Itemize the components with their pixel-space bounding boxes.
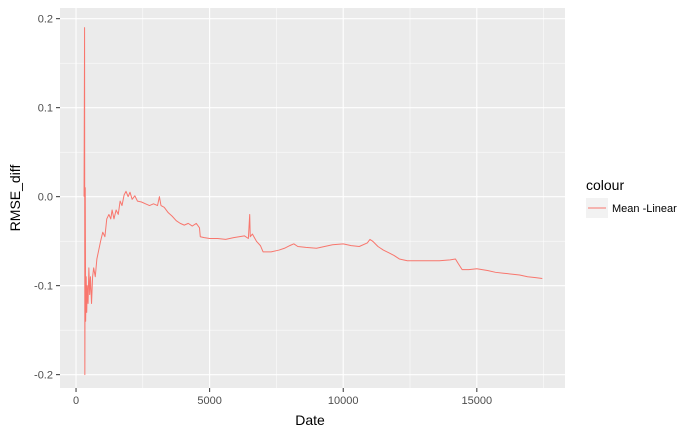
- legend: colour Mean -Linear: [586, 177, 677, 218]
- x-tick-label: 15000: [462, 395, 493, 407]
- y-tick-label: 0.1: [38, 103, 53, 115]
- x-tick-label: 0: [73, 395, 79, 407]
- major-gridlines: [60, 8, 565, 388]
- x-tick-label: 5000: [197, 395, 221, 407]
- y-axis: -0.2 -0.1 0.0 0.1 0.2: [34, 14, 60, 382]
- legend-label: Mean -Linear: [612, 203, 677, 215]
- y-tick-label: -0.1: [34, 281, 53, 293]
- plot-panel: [60, 8, 565, 388]
- series-line-mean-linear: [83, 27, 543, 376]
- minor-gridlines: [60, 8, 565, 388]
- y-tick-label: 0.2: [38, 14, 53, 26]
- x-axis-title: Date: [295, 412, 325, 428]
- series-layer: [83, 27, 543, 376]
- y-tick-label: 0.0: [38, 192, 53, 204]
- x-axis: 0 5000 10000 15000: [73, 388, 492, 407]
- y-axis-title: RMSE_diff: [7, 165, 23, 232]
- legend-title: colour: [586, 177, 624, 193]
- y-tick-label: -0.2: [34, 370, 53, 382]
- x-tick-label: 10000: [328, 395, 359, 407]
